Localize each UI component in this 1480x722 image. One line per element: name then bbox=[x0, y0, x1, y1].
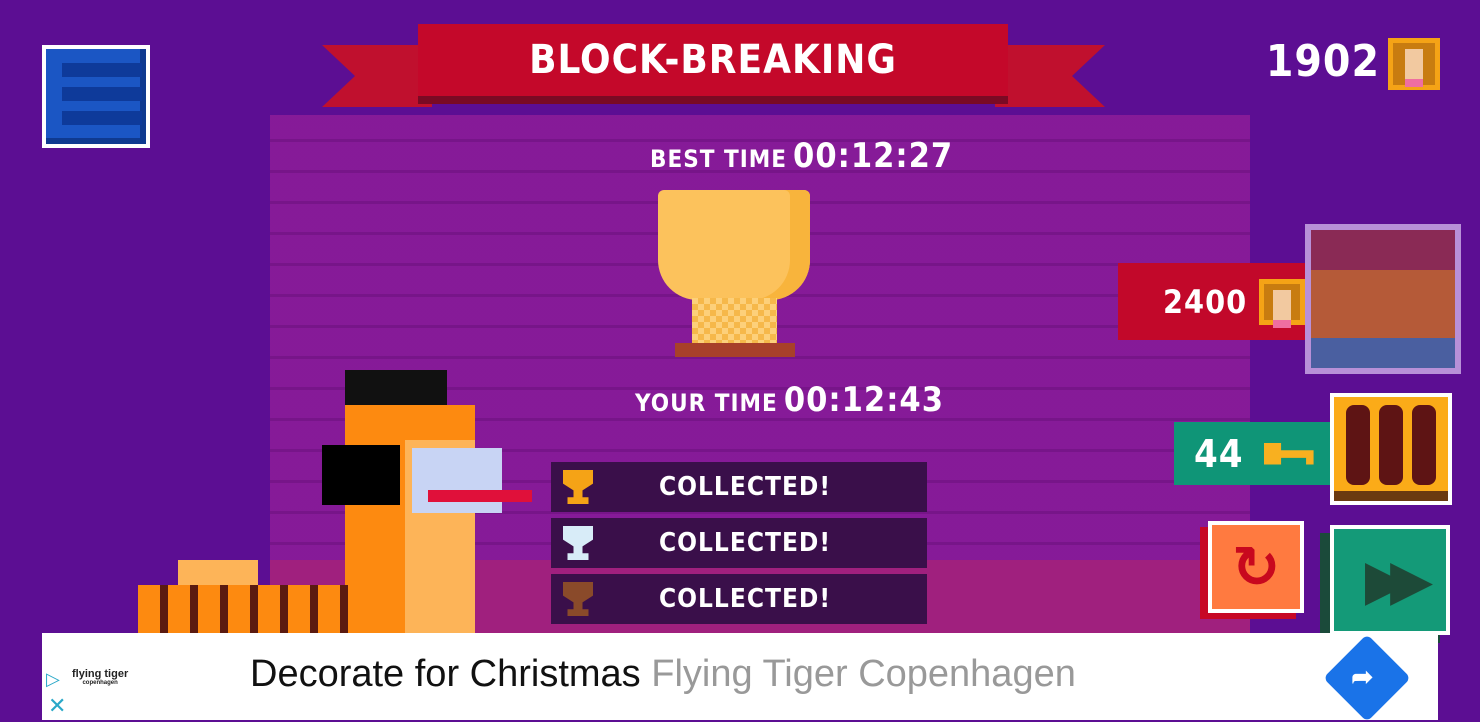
ad-banner[interactable]: ▷ flying tiger copenhagen ✕ Decorate for … bbox=[42, 633, 1438, 722]
best-time: Best Time 00:12:27 bbox=[650, 136, 953, 176]
retry-icon: ↻ bbox=[1231, 533, 1281, 601]
reward-row-bronze: Collected! bbox=[551, 574, 927, 624]
logo-text: flying tiger bbox=[72, 668, 129, 680]
reward-status: Collected! bbox=[658, 528, 832, 558]
character-eye bbox=[322, 445, 400, 505]
list-icon-line bbox=[62, 111, 142, 125]
trophy-stem bbox=[692, 298, 777, 344]
your-time: Your Time 00:12:43 bbox=[635, 380, 944, 420]
ad-close-icon[interactable]: ✕ bbox=[48, 693, 67, 718]
ad-choices-icon[interactable]: ▷ bbox=[46, 669, 60, 689]
menu-button[interactable] bbox=[42, 45, 150, 148]
reward-row-gold: Collected! bbox=[551, 462, 927, 512]
chest-slat bbox=[1412, 405, 1436, 485]
ad-text[interactable]: Decorate for Christmas Flying Tiger Cope… bbox=[250, 653, 1076, 696]
ad-advertiser: Flying Tiger Copenhagen bbox=[651, 653, 1076, 695]
character-body bbox=[138, 585, 353, 635]
gold-trophy-icon bbox=[563, 470, 593, 504]
ad-open-button[interactable]: ➦ bbox=[1323, 634, 1411, 722]
chest-slat bbox=[1379, 405, 1403, 485]
keys-count-bar: 44 bbox=[1174, 422, 1334, 485]
retry-button[interactable]: ↻ bbox=[1208, 521, 1304, 613]
chest-price: 2400 bbox=[1163, 282, 1248, 321]
ribbon-right bbox=[995, 45, 1105, 107]
your-time-label: Your Time bbox=[635, 389, 778, 417]
character-sunglasses-top bbox=[345, 370, 447, 410]
chest-slat bbox=[1346, 405, 1370, 485]
your-time-value: 00:12:43 bbox=[783, 380, 944, 420]
trophy-icon bbox=[658, 190, 810, 300]
reward-row-silver: Collected! bbox=[551, 518, 927, 568]
trophy-base bbox=[675, 343, 795, 357]
silver-trophy-icon bbox=[563, 526, 593, 560]
key-chest-button[interactable] bbox=[1330, 393, 1452, 505]
buy-chest-price[interactable]: 2400 bbox=[1118, 263, 1308, 340]
bronze-trophy-icon bbox=[563, 582, 593, 616]
advertiser-logo: flying tiger copenhagen bbox=[72, 668, 129, 687]
llama-coin-icon bbox=[1259, 278, 1306, 325]
level-title-banner: Block-breaking bbox=[418, 24, 1008, 96]
llama-coin-icon bbox=[1388, 38, 1440, 90]
best-time-label: Best Time bbox=[650, 145, 788, 173]
list-icon bbox=[62, 63, 142, 77]
key-icon bbox=[1263, 442, 1314, 465]
next-level-button[interactable]: ▶▶ bbox=[1330, 525, 1450, 635]
ribbon-left bbox=[322, 45, 432, 107]
reward-status: Collected! bbox=[658, 584, 832, 614]
keys-count: 44 bbox=[1194, 431, 1244, 476]
character-snout bbox=[412, 448, 502, 513]
ad-headline: Decorate for Christmas bbox=[250, 653, 641, 695]
best-time-value: 00:12:27 bbox=[793, 136, 954, 176]
level-title: Block-breaking bbox=[529, 37, 897, 83]
reward-status: Collected! bbox=[658, 472, 832, 502]
logo-subtext: copenhagen bbox=[82, 680, 118, 686]
character-tongue bbox=[428, 490, 532, 502]
fast-forward-icon: ▶▶ bbox=[1364, 547, 1433, 613]
coin-count: 1902 bbox=[1265, 36, 1380, 87]
arrow-right-icon: ➦ bbox=[1351, 661, 1374, 692]
premium-chest-button[interactable] bbox=[1305, 224, 1461, 374]
list-icon-line bbox=[62, 87, 142, 101]
